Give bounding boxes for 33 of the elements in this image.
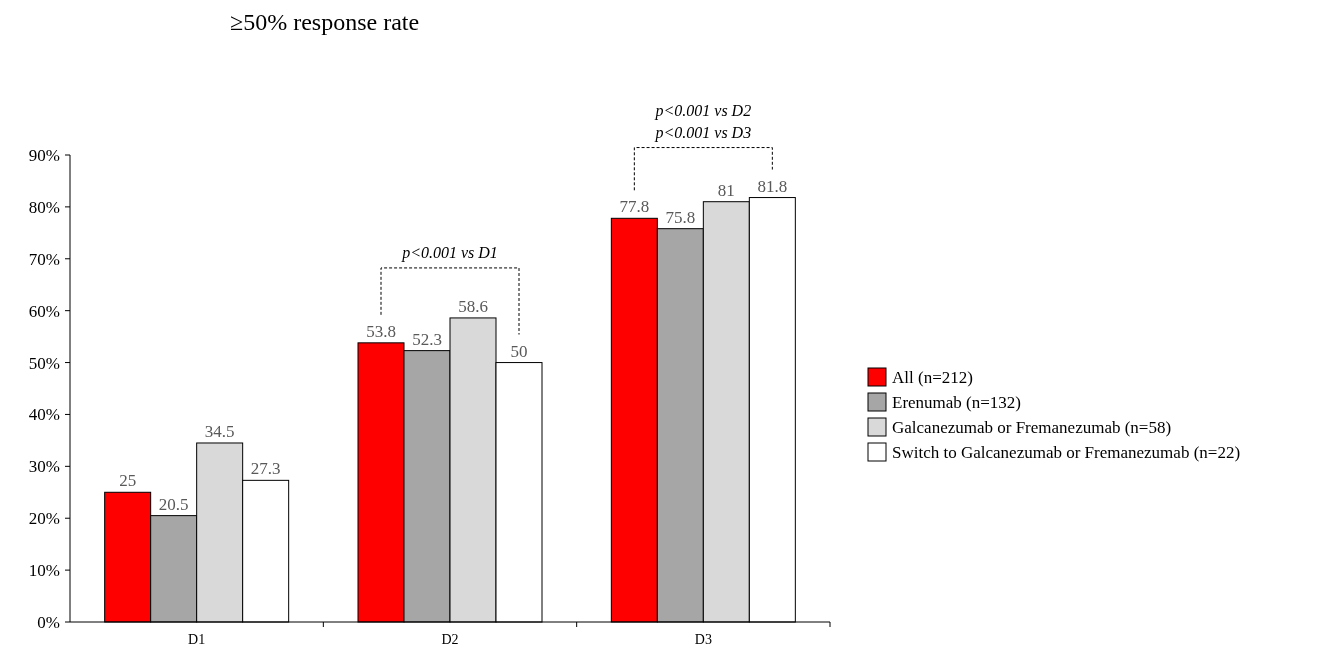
y-tick-label: 80% <box>28 197 60 217</box>
text: p<0.001 vs D2 <box>654 101 752 120</box>
y-tick-label: 0% <box>37 612 60 632</box>
data-label: 25 <box>119 471 137 491</box>
data-label: 81.8 <box>757 176 788 196</box>
y-tick-label: 40% <box>28 405 60 425</box>
data-label: 20.5 <box>158 494 189 514</box>
x-tick-label: D3 <box>694 632 712 647</box>
annotation: p<0.001 vs D1 <box>401 243 498 262</box>
data-label: 53.8 <box>366 321 396 341</box>
x-tick-label: D1 <box>188 632 206 647</box>
y-tick-label: 30% <box>28 457 60 477</box>
y-tick-label: 10% <box>28 561 60 581</box>
chart-title: ≥50% response rate <box>230 9 420 35</box>
data-label: 50 <box>510 341 528 361</box>
legend-label: Erenumab (n=132) <box>892 392 1022 412</box>
y-tick-label: 20% <box>28 509 60 529</box>
data-label: 75.8 <box>665 207 696 227</box>
data-label: 27.3 <box>250 459 281 479</box>
data-label: 77.8 <box>619 197 650 217</box>
y-tick-label: 70% <box>28 249 60 269</box>
data-label: 52.3 <box>412 329 442 349</box>
y-tick-label: 50% <box>28 353 60 373</box>
legend-label: Switch to Galcanezumab or Fremanezumab (n=22) <box>892 442 1241 462</box>
data-label: 34.5 <box>204 421 235 441</box>
legend-label: All (n=212) <box>892 367 973 387</box>
data-label: 58.6 <box>458 296 488 316</box>
legend-label: Galcanezumab or Fremanezumab (n=58) <box>892 417 1172 437</box>
x-tick-label: D2 <box>441 632 459 647</box>
data-label: 81 <box>717 180 735 200</box>
text: p<0.001 vs D3 <box>654 123 752 142</box>
y-tick-label: 90% <box>28 145 60 165</box>
y-tick-label: 60% <box>28 301 60 321</box>
